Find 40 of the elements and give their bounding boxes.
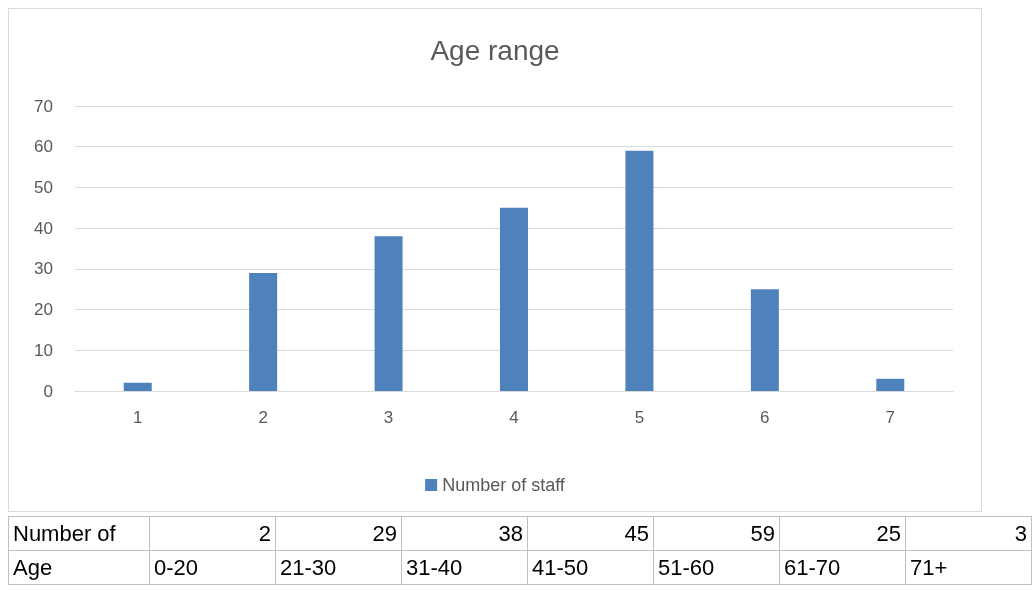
chart-title: Age range (430, 34, 560, 66)
text: 21-30 (275, 550, 402, 585)
text: Number of (8, 516, 150, 551)
bar (374, 236, 403, 391)
bar (750, 289, 779, 391)
text: 0-20 (149, 550, 276, 585)
text: Age (8, 550, 150, 585)
text: 38 (401, 516, 528, 551)
x-tick-label: 7 (885, 408, 896, 427)
legend-label: Number of staff (442, 475, 566, 495)
x-tick-label: 1 (132, 408, 143, 427)
text: 51-60 (653, 550, 780, 585)
bar (123, 382, 152, 391)
text: 61-70 (779, 550, 906, 585)
bar (249, 272, 278, 391)
text: 2 (149, 516, 276, 551)
x-tick-label: 5 (634, 408, 645, 427)
bar (625, 150, 654, 391)
bar (876, 378, 905, 391)
bar (500, 207, 528, 391)
text: 3 (905, 516, 1032, 551)
x-tick-label: 4 (509, 408, 519, 427)
x-tick-label: 3 (383, 408, 394, 427)
text: 25 (779, 516, 906, 551)
x-tick-label: 2 (258, 408, 268, 427)
y-tick-label: 50 (34, 177, 53, 197)
text: 59 (653, 516, 780, 551)
text: 41-50 (527, 550, 654, 585)
y-tick-label: 70 (34, 96, 53, 116)
y-tick-label: 0 (43, 381, 53, 401)
text: 31-40 (401, 550, 528, 585)
x-tick-label: 6 (760, 408, 770, 427)
y-tick-label: 60 (34, 137, 53, 157)
text: 29 (275, 516, 402, 551)
y-tick-label: 30 (34, 259, 53, 279)
text: 45 (527, 516, 654, 551)
y-tick-label: 20 (34, 300, 53, 320)
y-tick-label: 40 (34, 218, 53, 238)
text: 71+ (905, 550, 1032, 585)
y-tick-label: 10 (34, 340, 53, 360)
